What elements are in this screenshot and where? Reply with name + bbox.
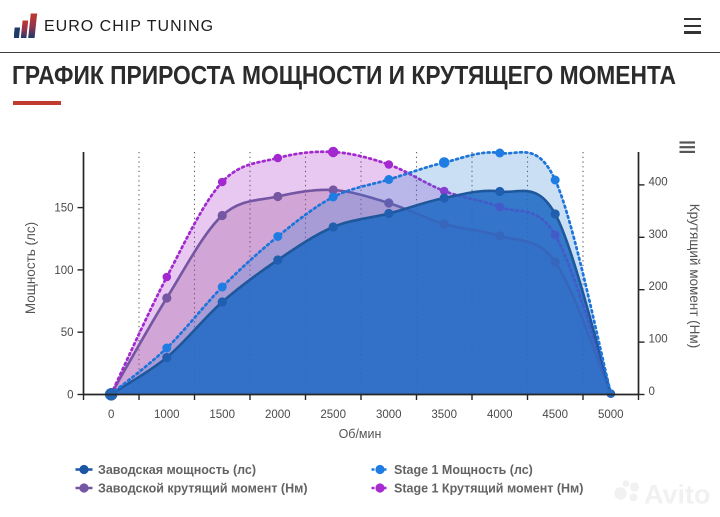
- svg-text:2000: 2000: [265, 409, 291, 421]
- svg-text:100: 100: [54, 265, 73, 277]
- svg-text:300: 300: [649, 229, 668, 241]
- svg-text:0: 0: [108, 409, 114, 421]
- svg-text:100: 100: [649, 334, 668, 346]
- svg-text:150: 150: [54, 203, 73, 215]
- svg-text:Заводская мощность (лс): Заводская мощность (лс): [98, 463, 256, 477]
- svg-text:Stage 1 Крутящий момент (Нм): Stage 1 Крутящий момент (Нм): [394, 482, 583, 496]
- svg-text:1500: 1500: [209, 409, 235, 421]
- svg-text:Avito: Avito: [644, 480, 711, 510]
- svg-text:Stage 1 Мощность (лс): Stage 1 Мощность (лс): [394, 463, 533, 477]
- svg-text:0: 0: [67, 390, 73, 402]
- svg-text:Об/мин: Об/мин: [339, 427, 382, 441]
- svg-text:400: 400: [649, 176, 668, 188]
- svg-text:1000: 1000: [154, 409, 180, 421]
- svg-text:3000: 3000: [376, 409, 402, 421]
- svg-text:Мощность (лс): Мощность (лс): [23, 222, 38, 314]
- svg-text:2500: 2500: [320, 409, 346, 421]
- svg-text:5000: 5000: [598, 409, 624, 421]
- svg-text:0: 0: [649, 386, 655, 398]
- svg-text:3500: 3500: [431, 409, 457, 421]
- svg-text:200: 200: [649, 281, 668, 293]
- svg-text:4500: 4500: [542, 409, 568, 421]
- svg-text:4000: 4000: [487, 409, 513, 421]
- svg-text:Заводской крутящий момент (Нм): Заводской крутящий момент (Нм): [98, 482, 308, 496]
- svg-text:Крутящий момент (Нм): Крутящий момент (Нм): [687, 204, 702, 348]
- svg-text:50: 50: [61, 327, 74, 339]
